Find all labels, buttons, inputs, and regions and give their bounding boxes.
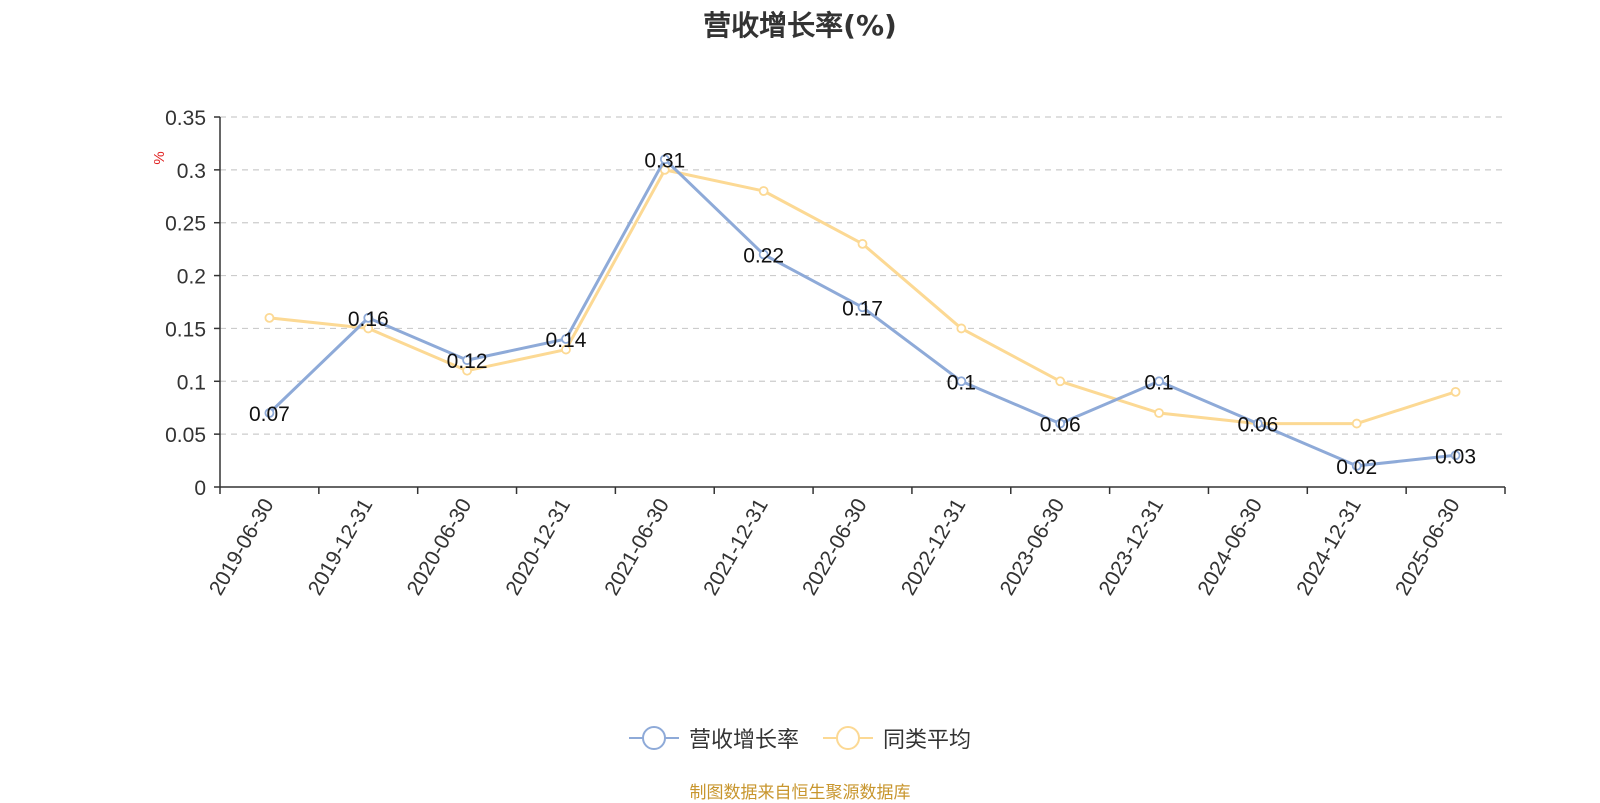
y-tick-label: 0.35 xyxy=(165,107,206,130)
x-tick-label: 2019-12-31 xyxy=(304,495,378,600)
data-label: 0.03 xyxy=(1435,445,1476,468)
data-point xyxy=(659,164,670,175)
data-point xyxy=(1055,376,1066,387)
y-axis: 0 0.05 0.1 0.15 0.2 0.25 0.3 0.35% xyxy=(151,107,221,500)
x-tick-label: 2021-12-31 xyxy=(699,495,773,600)
data-point xyxy=(264,312,275,323)
y-tick-label: 0 xyxy=(194,477,206,500)
data-point xyxy=(857,302,868,313)
x-tick-label: 2020-12-31 xyxy=(501,495,575,600)
data-label: 0.14 xyxy=(546,329,587,352)
data-label: 0.1 xyxy=(1144,371,1173,394)
legend-item-series-2[interactable]: 同类平均 xyxy=(823,722,971,754)
legend: 营收增长率 同类平均 xyxy=(0,722,1600,754)
data-point xyxy=(956,376,967,387)
data-point xyxy=(857,238,868,249)
data-label: 0.31 xyxy=(644,149,685,172)
data-point xyxy=(659,154,670,165)
data-point xyxy=(1450,450,1461,461)
data-point xyxy=(363,323,374,334)
x-tick-label: 2024-06-30 xyxy=(1193,495,1267,600)
data-label: 0.1 xyxy=(947,371,976,394)
chart-title: 营收增长率(%) xyxy=(703,9,897,42)
x-axis: 2019-06-30 2019-12-31 2020-06-30 2020-12-31… xyxy=(205,486,1506,600)
y-tick-label: 0.3 xyxy=(177,160,206,183)
data-point xyxy=(1351,418,1362,429)
legend-label: 营收增长率 xyxy=(688,728,799,753)
legend-swatch-icon xyxy=(823,725,873,751)
data-point xyxy=(363,312,374,323)
data-point xyxy=(462,355,473,366)
data-label: 0.07 xyxy=(249,403,290,426)
x-tick-label: 2023-12-31 xyxy=(1095,495,1169,600)
series-layer xyxy=(264,154,1461,471)
data-labels: 0.07 0.16 0.12 0.14 0.31 0.22 0.17 0.1 0.06 0.1 0.… xyxy=(249,149,1476,479)
y-tick-label: 0.15 xyxy=(165,318,206,341)
x-tick-label: 2022-06-30 xyxy=(798,495,872,600)
y-tick-label: 0.05 xyxy=(165,424,206,447)
data-source-note: 制图数据来自恒生聚源数据库 xyxy=(689,783,911,803)
y-tick-label: 0.1 xyxy=(177,371,206,394)
data-point xyxy=(462,365,473,376)
data-point xyxy=(1154,376,1164,387)
x-tick-label: 2024-12-31 xyxy=(1292,495,1366,600)
x-tick-label: 2023-06-30 xyxy=(996,495,1070,600)
legend-swatch-icon xyxy=(628,725,679,751)
data-point xyxy=(1351,460,1362,471)
x-tick-label: 2025-06-30 xyxy=(1391,495,1465,600)
x-tick-label: 2021-06-30 xyxy=(600,495,674,600)
data-label: 0.06 xyxy=(1040,414,1081,437)
data-point xyxy=(1055,418,1066,429)
y-tick-label: 0.2 xyxy=(177,266,206,289)
data-point xyxy=(264,408,275,418)
data-point xyxy=(758,249,769,260)
y-tick-label: 0.25 xyxy=(165,213,206,236)
data-label: 0.06 xyxy=(1237,414,1278,437)
data-label: 0.02 xyxy=(1336,456,1377,479)
data-label: 0.22 xyxy=(743,244,784,267)
gridlines xyxy=(220,116,1505,435)
data-point xyxy=(758,186,769,196)
data-point xyxy=(561,334,571,344)
x-tick-label: 2020-06-30 xyxy=(403,495,477,600)
legend-item-series-1[interactable]: 营收增长率 xyxy=(628,722,799,754)
data-point xyxy=(1154,408,1164,418)
data-point xyxy=(561,344,571,355)
y-axis-unit-label: % xyxy=(151,151,168,164)
data-point xyxy=(1252,418,1263,429)
x-tick-label: 2022-12-31 xyxy=(897,495,971,600)
data-label: 0.16 xyxy=(348,308,389,331)
legend-label: 同类平均 xyxy=(883,728,972,753)
data-label: 0.12 xyxy=(447,350,488,373)
data-point xyxy=(1450,386,1461,397)
data-point xyxy=(956,323,967,334)
x-tick-label: 2019-06-30 xyxy=(205,495,279,600)
data-label: 0.17 xyxy=(842,297,883,320)
